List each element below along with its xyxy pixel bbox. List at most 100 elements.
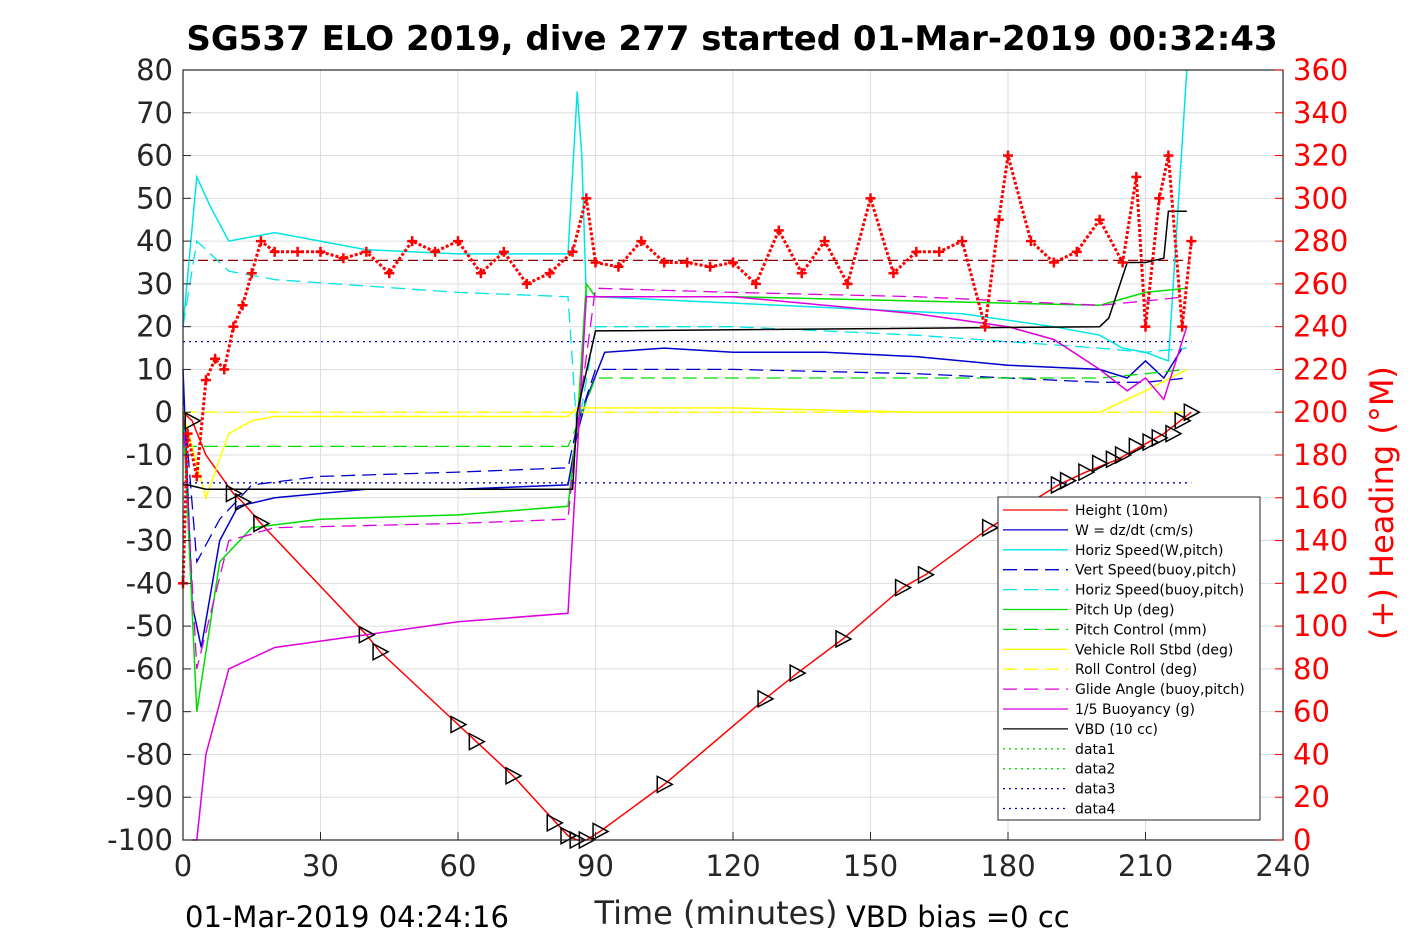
right-tick-label: 320 (1293, 139, 1348, 173)
event-marker (184, 411, 202, 431)
event-marker (1078, 462, 1096, 482)
legend-label: Horiz Speed(W,pitch) (1075, 543, 1223, 559)
event-marker (1183, 402, 1201, 422)
y-tick-label: 70 (136, 96, 173, 130)
y-tick-label: -30 (126, 524, 173, 558)
heading-point (384, 268, 395, 279)
right-tick-label: 180 (1293, 438, 1348, 472)
event-marker (358, 625, 376, 644)
event-marker (981, 518, 1000, 537)
right-tick-label: 0 (1293, 823, 1311, 857)
legend-label: data4 (1075, 802, 1116, 818)
right-tick-label: 160 (1293, 481, 1348, 515)
x-tick-label: 240 (1255, 849, 1310, 883)
right-tick-label: 220 (1293, 352, 1348, 386)
event-marker (450, 715, 468, 734)
y-tick-label: -20 (126, 481, 173, 515)
event-marker (917, 565, 936, 585)
y-tick-label: -10 (126, 438, 173, 472)
heading-layer (178, 150, 1197, 589)
y-tick-label: 50 (136, 181, 173, 215)
legend-label: Height (10m) (1075, 503, 1168, 519)
legend-label: Glide Angle (buoy,pitch) (1075, 682, 1245, 698)
right-tick-label: 20 (1293, 780, 1330, 814)
heading-point (636, 236, 647, 247)
x-tick-label: 120 (705, 849, 760, 883)
event-marker (253, 514, 271, 533)
legend-label: Pitch Control (mm) (1075, 622, 1207, 638)
x-axis-label: Time (minutes) (594, 894, 838, 932)
right-axis: 3603403203002802602402202001801601401201… (1275, 53, 1348, 857)
event-marker (505, 766, 523, 786)
y-tick-label: -50 (126, 609, 173, 643)
event-marker (894, 578, 913, 597)
y-tick-label: -90 (126, 780, 173, 814)
series-line-9 (182, 287, 1187, 670)
event-marker (468, 732, 486, 751)
x-tick-label: 30 (302, 849, 339, 883)
series-line-1 (182, 347, 1183, 648)
x-tick-label: 150 (843, 849, 898, 883)
event-marker (789, 663, 807, 683)
right-tick-label: 340 (1293, 96, 1348, 130)
event-marker (1128, 437, 1146, 456)
heading-point (498, 246, 509, 257)
y-tick-label: -80 (126, 737, 173, 771)
footer-vbd-bias: VBD bias =0 cc (846, 900, 1070, 934)
y-tick-label: -60 (126, 652, 173, 686)
event-marker (1114, 445, 1133, 465)
right-axis-label: (+) Heading (°M) (1363, 366, 1401, 640)
event-marker (1142, 432, 1160, 452)
event-marker (757, 689, 775, 709)
right-tick-label: 140 (1293, 524, 1348, 558)
heading-trace (181, 155, 1193, 584)
y-tick-label: 30 (136, 267, 173, 301)
event-marker (1050, 475, 1069, 495)
series-line-11 (183, 210, 1187, 490)
right-tick-label: 300 (1293, 181, 1348, 215)
event-marker (372, 642, 390, 662)
right-tick-label: 80 (1293, 652, 1330, 686)
series-line-6 (183, 368, 1187, 448)
x-tick-label: 180 (980, 849, 1035, 883)
event-marker (1151, 428, 1169, 448)
right-tick-label: 260 (1293, 267, 1348, 301)
legend-label: Vehicle Roll Stbd (deg) (1075, 642, 1233, 658)
y-tick-label: -70 (126, 695, 173, 729)
y-tick-label: 40 (136, 224, 173, 258)
right-tick-label: 240 (1293, 310, 1348, 344)
left-axis: 80 70 60 50 40 30 20 10 0 -10 -20 -30 -40 -50 -60 -70 -8… (107, 53, 191, 857)
series-layer (182, 69, 1192, 841)
series-line-3 (182, 368, 1187, 565)
event-marker (234, 492, 253, 512)
right-tick-label: 280 (1293, 224, 1348, 258)
series-line-4 (182, 239, 1187, 434)
event-marker (656, 775, 674, 794)
event-marker (225, 484, 244, 503)
chart-title: SG537 ELO 2019, dive 277 started 01-Mar-… (186, 19, 1277, 59)
legend-label: data3 (1075, 782, 1115, 798)
y-tick-label: 80 (136, 53, 173, 87)
y-tick-label: 10 (136, 352, 173, 386)
right-tick-label: 100 (1293, 609, 1348, 643)
legend-label: VBD (10 cc) (1075, 722, 1158, 738)
event-marker (1091, 454, 1110, 473)
right-tick-label: 360 (1293, 53, 1348, 87)
x-tick-label: 0 (174, 849, 192, 883)
event-marker (1105, 450, 1124, 469)
x-tick-label: 90 (577, 849, 614, 883)
x-tick-label: 210 (1118, 849, 1173, 883)
right-tick-label: 200 (1293, 395, 1348, 429)
event-marker (1059, 471, 1078, 490)
x-tick-label: 60 (440, 849, 477, 883)
y-tick-label: 0 (155, 395, 173, 429)
legend-label: W = dz/dt (cm/s) (1075, 523, 1194, 539)
legend-label: Horiz Speed(buoy,pitch) (1075, 583, 1244, 599)
x-axis: 0 30 60 90 120 150 180 210 240 (174, 832, 1311, 883)
legend-label: data2 (1075, 762, 1115, 778)
legend: Height (10m) W = dz/dt (cm/s) Horiz Speed(… (997, 496, 1261, 821)
legend-box (997, 496, 1261, 821)
legend-label: data1 (1075, 742, 1115, 758)
legend-label: Roll Control (deg) (1075, 662, 1197, 678)
